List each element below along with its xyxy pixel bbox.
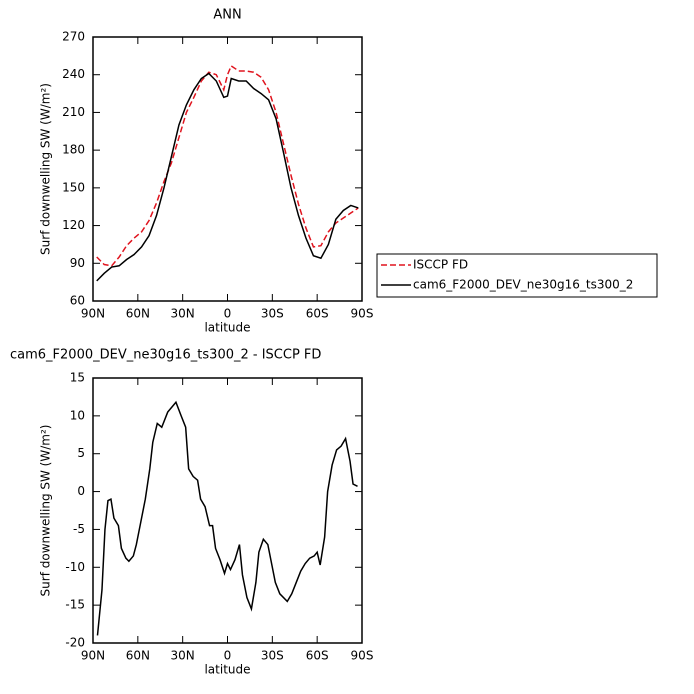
plot-frame <box>92 36 363 302</box>
y-tick-label: 15 <box>70 371 85 385</box>
x-axis-label: latitude <box>204 663 250 677</box>
y-tick-label: 60 <box>70 294 85 308</box>
plot-frame <box>92 377 363 644</box>
x-tick-label: 30S <box>261 649 284 663</box>
y-tick-label: -15 <box>65 598 85 612</box>
x-tick-label: 90S <box>351 307 374 321</box>
x-tick-label: 0 <box>224 307 232 321</box>
y-tick-label: 180 <box>62 143 85 157</box>
y-tick-label: 150 <box>62 180 85 194</box>
chart-title: ANN <box>213 8 241 23</box>
legend-box <box>376 253 658 298</box>
legend-label: ISCCP FD <box>413 258 468 272</box>
y-tick-label: 10 <box>70 408 85 422</box>
x-tick-label: 60S <box>306 649 329 663</box>
y-tick-label: 90 <box>70 256 85 270</box>
legend-label: cam6_F2000_DEV_ne30g16_ts300_2 <box>413 278 633 292</box>
y-tick-label: -5 <box>73 522 85 536</box>
x-tick-label: 90N <box>81 307 105 321</box>
y-tick-label: -20 <box>65 636 85 650</box>
data-line <box>96 400 358 636</box>
data-line <box>96 64 359 267</box>
y-tick-label: -10 <box>65 560 85 574</box>
x-tick-label: 30S <box>261 307 284 321</box>
y-axis-label: Surf downwelling SW (W/m²) <box>39 425 53 597</box>
x-tick-label: 60N <box>126 307 150 321</box>
x-tick-label: 60S <box>306 307 329 321</box>
x-tick-label: 90N <box>81 649 105 663</box>
y-tick-label: 240 <box>62 67 85 81</box>
y-tick-label: 0 <box>77 484 85 498</box>
x-tick-label: 90S <box>351 649 374 663</box>
y-tick-label: 5 <box>77 446 85 460</box>
x-tick-label: 30N <box>171 307 195 321</box>
y-tick-label: 210 <box>62 105 85 119</box>
data-line <box>96 72 359 282</box>
x-tick-label: 0 <box>224 649 232 663</box>
x-axis-label: latitude <box>204 321 250 335</box>
chart-title: cam6_F2000_DEV_ne30g16_ts300_2 - ISCCP F… <box>10 348 321 363</box>
x-tick-label: 30N <box>171 649 195 663</box>
x-tick-label: 60N <box>126 649 150 663</box>
y-tick-label: 120 <box>62 218 85 232</box>
y-tick-label: 270 <box>62 30 85 44</box>
y-axis-label: Surf downwelling SW (W/m²) <box>39 83 53 255</box>
